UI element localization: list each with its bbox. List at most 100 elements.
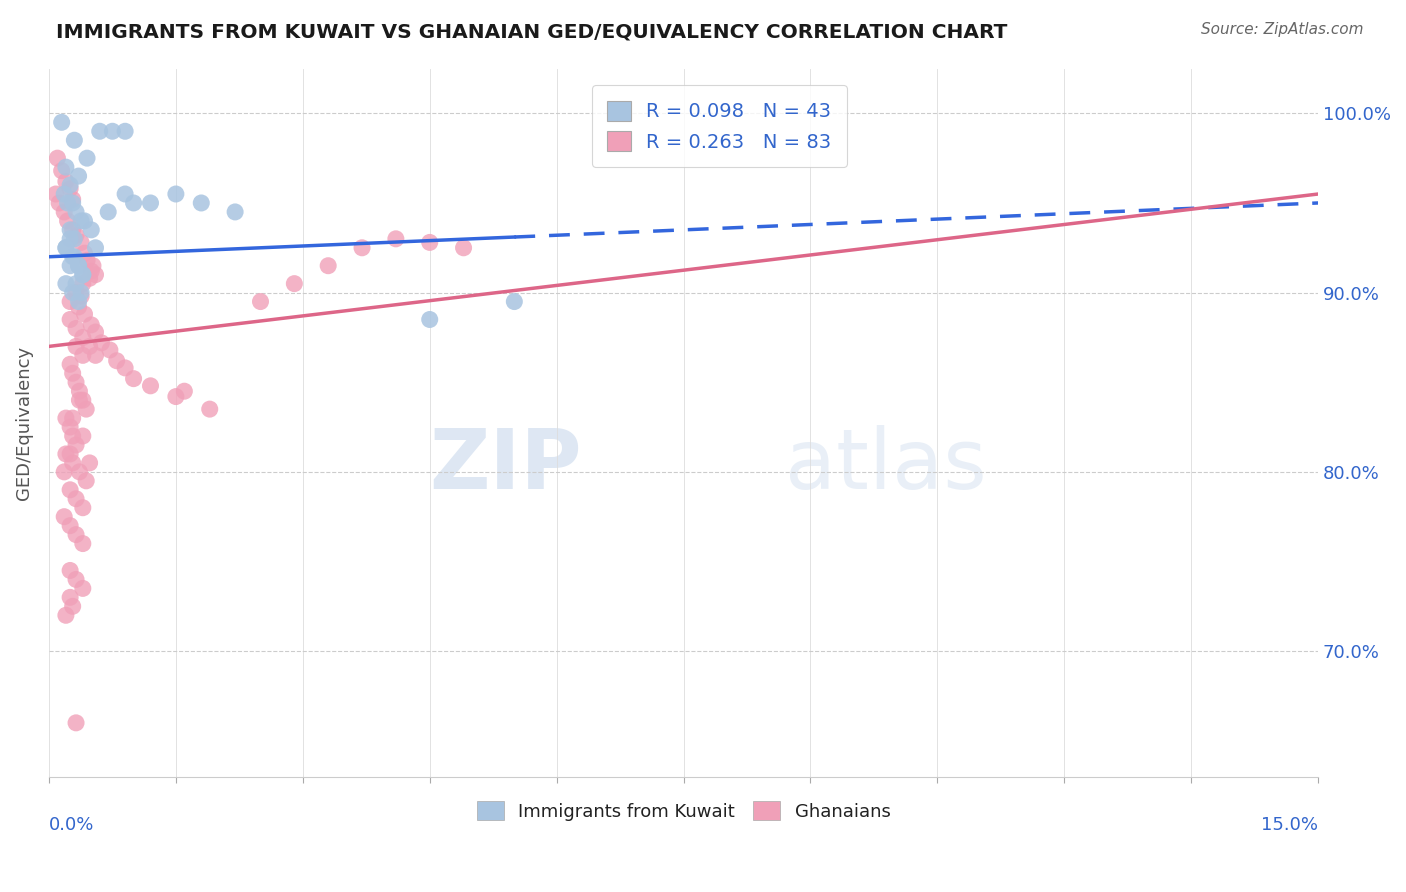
Point <box>55 160 77 174</box>
Point <box>67 259 90 273</box>
Point <box>114 360 136 375</box>
Point <box>65 491 87 506</box>
Point <box>82 259 104 273</box>
Point <box>55 241 77 255</box>
Point <box>84 325 107 339</box>
Point <box>63 133 86 147</box>
Point <box>419 235 441 250</box>
Text: ZIP: ZIP <box>429 425 582 506</box>
Point <box>62 599 84 614</box>
Point <box>73 246 96 260</box>
Point <box>72 277 94 291</box>
Point <box>59 518 82 533</box>
Point <box>114 186 136 201</box>
Point <box>84 348 107 362</box>
Point <box>190 196 212 211</box>
Point <box>198 402 221 417</box>
Point <box>98 343 121 357</box>
Point <box>59 564 82 578</box>
Point <box>72 268 94 282</box>
Point <box>76 253 98 268</box>
Point <box>59 420 82 434</box>
Point <box>89 124 111 138</box>
Point <box>59 223 82 237</box>
Point <box>122 196 145 211</box>
Point <box>73 214 96 228</box>
Y-axis label: GED/Equivalency: GED/Equivalency <box>15 345 32 500</box>
Point <box>105 353 128 368</box>
Point <box>62 196 84 211</box>
Point <box>165 390 187 404</box>
Point <box>45 186 67 201</box>
Point <box>67 465 90 479</box>
Point <box>55 174 77 188</box>
Point <box>56 214 79 228</box>
Point <box>173 384 195 399</box>
Point <box>80 223 103 237</box>
Point <box>59 181 82 195</box>
Point <box>62 429 84 443</box>
Point <box>62 285 84 300</box>
Point <box>419 312 441 326</box>
Point <box>62 411 84 425</box>
Point <box>80 264 103 278</box>
Point <box>51 115 73 129</box>
Point <box>53 509 76 524</box>
Point <box>385 232 408 246</box>
Point <box>70 214 93 228</box>
Point <box>283 277 305 291</box>
Point <box>65 573 87 587</box>
Point <box>224 205 246 219</box>
Point <box>67 384 90 399</box>
Point <box>249 294 271 309</box>
Point <box>55 447 77 461</box>
Point <box>67 300 90 314</box>
Point <box>139 196 162 211</box>
Point <box>97 205 120 219</box>
Point <box>165 186 187 201</box>
Point <box>62 366 84 380</box>
Point <box>59 312 82 326</box>
Point <box>67 294 90 309</box>
Point <box>63 250 86 264</box>
Text: atlas: atlas <box>785 425 987 506</box>
Point <box>65 205 87 219</box>
Point <box>65 277 87 291</box>
Point <box>55 608 77 623</box>
Point <box>59 294 82 309</box>
Point <box>65 228 87 243</box>
Point <box>65 321 87 335</box>
Point <box>53 186 76 201</box>
Point <box>65 285 87 300</box>
Point <box>316 259 339 273</box>
Point <box>122 371 145 385</box>
Point <box>84 268 107 282</box>
Point <box>72 348 94 362</box>
Point <box>65 339 87 353</box>
Point <box>79 339 101 353</box>
Point <box>72 268 94 282</box>
Point <box>62 456 84 470</box>
Text: IMMIGRANTS FROM KUWAIT VS GHANAIAN GED/EQUIVALENCY CORRELATION CHART: IMMIGRANTS FROM KUWAIT VS GHANAIAN GED/E… <box>56 22 1008 41</box>
Point <box>59 591 82 605</box>
Point <box>70 235 93 250</box>
Point <box>72 536 94 550</box>
Point <box>59 447 82 461</box>
Point <box>62 250 84 264</box>
Point <box>65 715 87 730</box>
Point <box>65 527 87 541</box>
Point <box>80 318 103 332</box>
Point <box>79 456 101 470</box>
Point <box>73 307 96 321</box>
Point <box>65 438 87 452</box>
Point <box>75 474 97 488</box>
Point <box>72 330 94 344</box>
Text: 15.0%: 15.0% <box>1261 815 1319 833</box>
Point <box>55 277 77 291</box>
Legend: Immigrants from Kuwait, Ghanaians: Immigrants from Kuwait, Ghanaians <box>470 794 897 828</box>
Point <box>84 241 107 255</box>
Point <box>53 205 76 219</box>
Point <box>139 379 162 393</box>
Point <box>76 151 98 165</box>
Text: Source: ZipAtlas.com: Source: ZipAtlas.com <box>1201 22 1364 37</box>
